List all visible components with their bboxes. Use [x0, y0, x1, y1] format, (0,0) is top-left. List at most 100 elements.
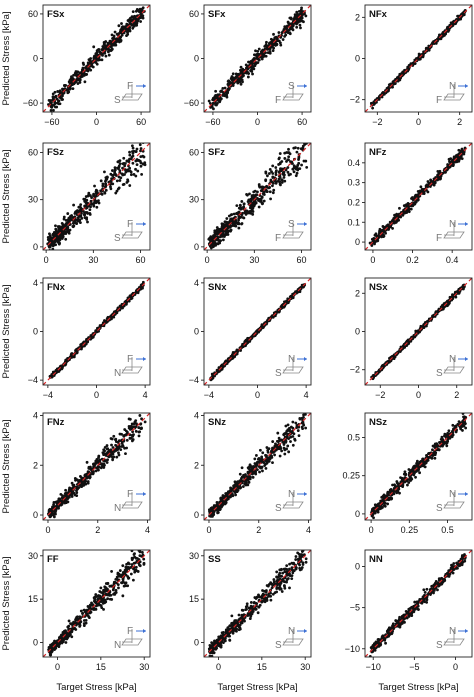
data-point	[103, 463, 106, 467]
data-point	[231, 72, 235, 76]
data-point	[241, 80, 244, 84]
data-point	[418, 189, 422, 193]
data-point	[296, 146, 300, 150]
data-point	[263, 44, 267, 48]
y-tick-label: 0	[33, 54, 38, 64]
data-point	[287, 437, 291, 440]
data-point	[95, 205, 99, 209]
data-point	[135, 147, 139, 151]
data-point	[287, 155, 291, 159]
y-tick-label: 2	[33, 460, 38, 470]
data-point	[290, 161, 294, 165]
data-point	[118, 162, 122, 166]
data-point	[387, 359, 391, 363]
panel-title: FNz	[47, 417, 65, 428]
data-point	[207, 99, 211, 103]
data-point	[251, 472, 254, 476]
data-point	[85, 217, 89, 221]
data-point	[90, 64, 93, 67]
data-point	[293, 438, 297, 442]
data-point	[296, 12, 300, 16]
data-point	[286, 20, 290, 24]
data-point	[71, 87, 75, 91]
data-point	[295, 25, 299, 29]
data-point	[266, 174, 269, 178]
data-point	[251, 212, 255, 216]
scatter-points	[207, 6, 308, 111]
data-point	[384, 231, 387, 235]
data-point	[88, 208, 92, 212]
identity-line	[43, 143, 150, 250]
data-point	[72, 203, 76, 207]
data-point	[446, 25, 450, 29]
x-tick-label: 30	[88, 255, 98, 265]
data-point	[112, 434, 116, 438]
data-point	[134, 429, 138, 433]
data-point	[235, 204, 239, 208]
data-point	[267, 172, 271, 175]
data-point	[248, 211, 252, 215]
data-point	[217, 370, 220, 374]
data-point	[73, 215, 77, 219]
data-point	[240, 200, 244, 203]
data-point	[126, 179, 130, 183]
data-point	[49, 108, 53, 112]
data-point	[283, 27, 286, 31]
data-point	[456, 155, 460, 159]
data-point	[241, 216, 245, 220]
data-point	[221, 93, 225, 97]
data-point	[285, 24, 289, 28]
data-point	[276, 439, 279, 443]
data-point	[60, 98, 64, 101]
data-point	[286, 29, 290, 33]
data-point	[387, 83, 391, 87]
data-point	[291, 420, 295, 424]
data-point	[83, 204, 87, 208]
data-point	[250, 194, 254, 198]
identity-line	[365, 278, 472, 385]
data-point	[274, 166, 278, 169]
data-point	[417, 52, 421, 56]
data-point	[277, 170, 281, 174]
data-point	[268, 186, 271, 189]
y-tick-label: −60	[23, 98, 38, 108]
data-point	[286, 170, 290, 174]
data-point	[304, 14, 308, 18]
data-point	[115, 189, 119, 193]
data-point	[223, 364, 226, 368]
data-point	[219, 233, 223, 237]
data-point	[207, 237, 211, 241]
data-point	[251, 475, 255, 479]
data-point	[240, 222, 243, 226]
data-point	[280, 160, 284, 163]
data-point	[230, 213, 234, 216]
data-point	[103, 445, 107, 449]
data-point	[67, 216, 71, 220]
panel-title: NFx	[369, 9, 388, 20]
data-point	[136, 169, 140, 173]
data-point	[234, 75, 238, 79]
data-point	[128, 153, 132, 157]
data-point	[103, 170, 106, 174]
data-point	[289, 172, 292, 176]
data-point	[106, 447, 110, 451]
data-point	[271, 164, 275, 168]
data-point	[430, 179, 433, 183]
data-point	[292, 23, 295, 27]
scatter-points	[47, 6, 146, 112]
data-point	[240, 466, 244, 470]
orientation-icon: NS	[275, 354, 307, 379]
data-point	[134, 289, 138, 293]
data-point	[119, 448, 123, 452]
data-point	[95, 189, 99, 193]
data-point	[277, 156, 281, 160]
data-point	[138, 414, 142, 417]
data-point	[57, 506, 60, 510]
data-point	[72, 484, 75, 488]
data-point	[256, 49, 260, 53]
data-point	[84, 201, 88, 205]
data-point	[113, 170, 117, 174]
data-point	[272, 181, 275, 185]
